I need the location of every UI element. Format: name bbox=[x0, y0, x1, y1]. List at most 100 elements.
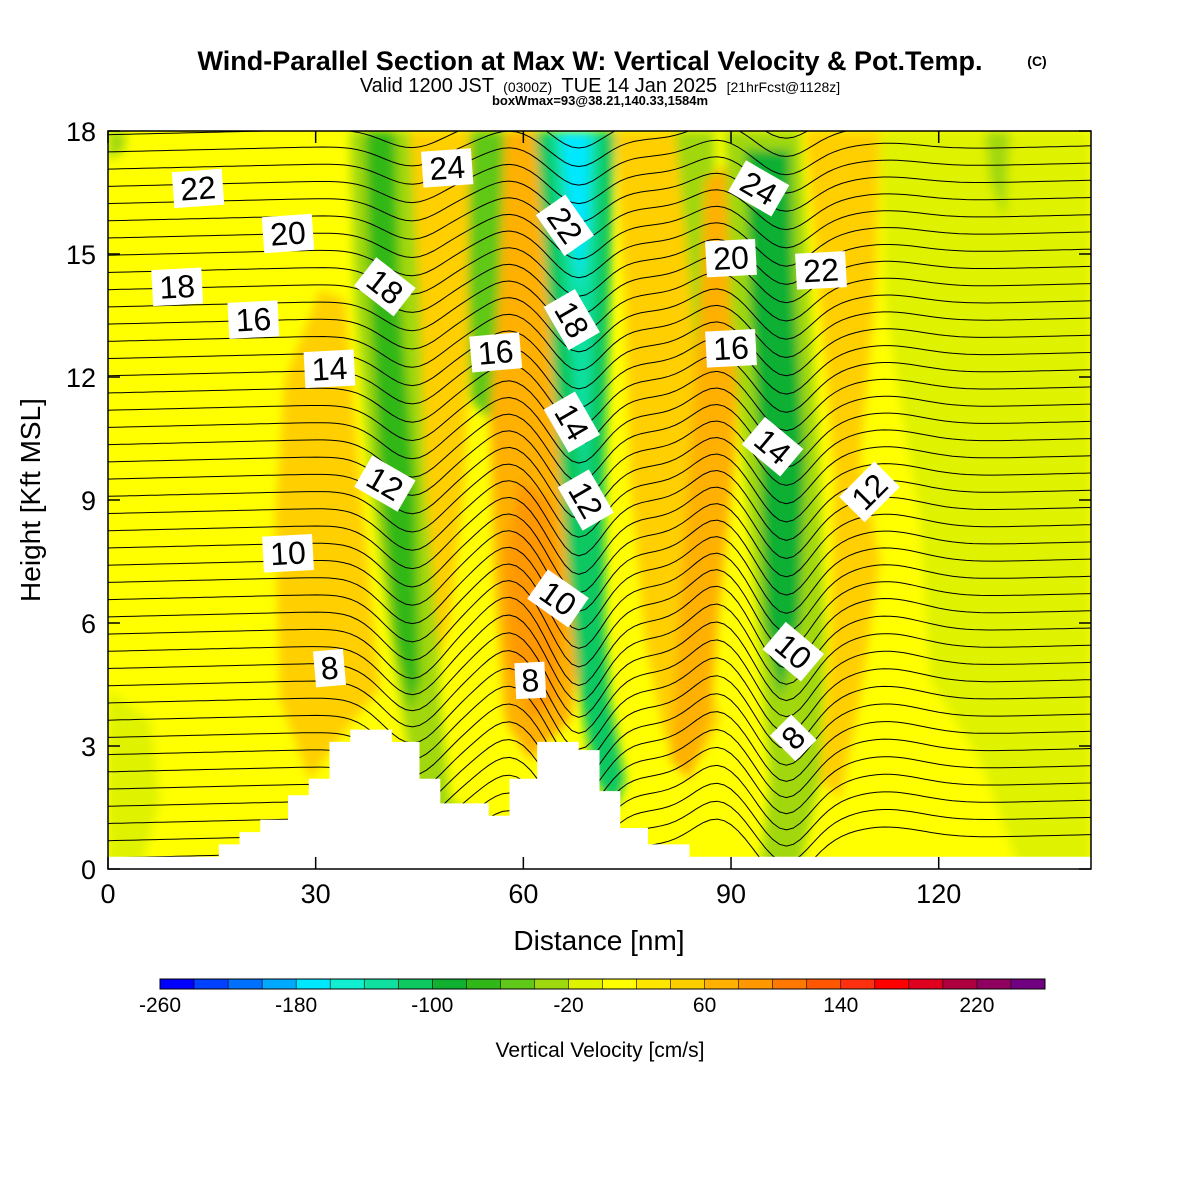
isotherm-label-text-4: 16 bbox=[235, 301, 272, 339]
isotherm-label-3: 18 bbox=[151, 267, 204, 307]
chart-title: Wind-Parallel Section at Max W: Vertical… bbox=[198, 46, 983, 76]
colorbar-swatch-5 bbox=[330, 979, 365, 989]
colorbar-tick-label-4: 60 bbox=[693, 994, 716, 1017]
isotherm-line-26 bbox=[108, 370, 1091, 446]
colorbar-tick-label-2: -100 bbox=[411, 994, 453, 1017]
isotherm-label-text-14: 22 bbox=[802, 251, 839, 289]
isotherm-line-40 bbox=[108, 139, 1091, 186]
isotherm-line-33 bbox=[108, 255, 1091, 316]
isotherm-label-text-2: 24 bbox=[428, 149, 466, 187]
colorbar-swatch-20 bbox=[840, 979, 876, 989]
colorbar-swatch-18 bbox=[772, 979, 808, 989]
x-axis: 0 30 60 90 120 bbox=[100, 131, 961, 909]
colorbar-tick-labels: -260 -180 -100 -20 60 140 220 bbox=[139, 994, 994, 1017]
terrain-mask bbox=[108, 729, 1091, 869]
colorbar bbox=[159, 978, 1046, 990]
isotherm-line-9 bbox=[108, 657, 1091, 750]
colorbar-swatch-7 bbox=[398, 979, 433, 989]
colorbar-swatch-6 bbox=[364, 979, 399, 989]
y-tick-label-2: 6 bbox=[81, 609, 96, 639]
isotherm-line-14 bbox=[108, 569, 1091, 668]
isotherm-line-34 bbox=[108, 238, 1091, 297]
isotherm-line-12 bbox=[108, 603, 1091, 703]
y-tick-label-1: 3 bbox=[81, 732, 96, 762]
isotherm-line-30 bbox=[108, 304, 1091, 371]
velocity-band-updraft-2 bbox=[410, 131, 470, 660]
isotherm-label-text-7: 16 bbox=[476, 333, 515, 372]
isotherm-label-text-1: 20 bbox=[269, 214, 307, 252]
isotherm-label-text-23: 8 bbox=[520, 662, 540, 699]
isotherm-line-23 bbox=[108, 420, 1091, 501]
velocity-band-upper-left-green bbox=[108, 131, 125, 160]
isotherm-label-text-13: 20 bbox=[712, 239, 749, 277]
isotherm-label-text-3: 18 bbox=[158, 268, 195, 306]
x-tick-label-0: 0 bbox=[100, 879, 115, 909]
colorbar-label: Vertical Velocity [cm/s] bbox=[496, 1039, 705, 1062]
isotherm-line-41 bbox=[108, 131, 1008, 168]
isotherm-label-6: 14 bbox=[303, 349, 356, 389]
isotherm-line-8 bbox=[108, 675, 1091, 766]
chart-subtitle: Valid 1200 JST (0300Z) TUE 14 Jan 2025 [… bbox=[360, 75, 840, 97]
isotherm-label-0: 22 bbox=[171, 168, 225, 209]
isotherm-label-4: 16 bbox=[227, 300, 280, 339]
colorbar-swatch-10 bbox=[500, 979, 535, 989]
colorbar-swatch-4 bbox=[296, 979, 331, 989]
velocity-band-upper-right-green bbox=[985, 131, 1010, 220]
isotherm-label-22: 8 bbox=[312, 648, 347, 688]
y-tick-label-4: 12 bbox=[66, 363, 96, 393]
colorbar-swatch-2 bbox=[228, 979, 263, 989]
colorbar-swatch-13 bbox=[602, 979, 638, 989]
velocity-band-updraft-4 bbox=[670, 160, 740, 780]
colorbar-swatch-15 bbox=[670, 979, 706, 989]
velocity-band-left-updraft bbox=[275, 290, 380, 780]
isotherm-label-7: 16 bbox=[469, 332, 523, 373]
y-axis-label: Height [Kft MSL] bbox=[15, 398, 46, 602]
colorbar-swatch-11 bbox=[534, 979, 569, 989]
isotherm-line-13 bbox=[108, 585, 1091, 687]
isotherm-line-39 bbox=[108, 156, 1091, 205]
isotherm-label-13: 20 bbox=[705, 238, 757, 278]
isotherm-label-text-15: 16 bbox=[712, 329, 749, 367]
isotherm-line-28 bbox=[108, 337, 1091, 409]
isotherm-lines bbox=[108, 131, 1091, 869]
isotherm-line-19 bbox=[108, 486, 1091, 575]
isotherm-line-20 bbox=[108, 469, 1091, 557]
y-tick-label-5: 15 bbox=[66, 240, 96, 270]
colorbar-swatch-12 bbox=[568, 979, 603, 989]
subtitle-utc: (0300Z) bbox=[503, 79, 552, 95]
colorbar-tick-label-1: -180 bbox=[275, 994, 317, 1017]
colorbar-swatch-3 bbox=[262, 979, 297, 989]
y-tick-label-6: 18 bbox=[66, 117, 96, 147]
isotherm-line-15 bbox=[108, 552, 1091, 649]
isotherm-line-38 bbox=[108, 172, 1091, 223]
colorbar-swatch-24 bbox=[976, 979, 1012, 989]
isotherm-line-21 bbox=[108, 453, 1091, 538]
x-tick-label-2: 60 bbox=[508, 879, 538, 909]
isotherm-label-text-0: 22 bbox=[179, 169, 217, 207]
colorbar-tick-label-0: -260 bbox=[139, 994, 181, 1017]
colorbar-swatch-19 bbox=[806, 979, 842, 989]
colorbar-tick-label-5: 140 bbox=[823, 994, 858, 1017]
subtitle-forecast: [21hrFcst@1128z] bbox=[727, 79, 841, 95]
isotherm-line-10 bbox=[108, 639, 1091, 734]
isotherm-line-25 bbox=[108, 387, 1091, 464]
colorbar-swatch-8 bbox=[432, 979, 467, 989]
isotherm-line-42 bbox=[108, 131, 809, 149]
x-tick-label-3: 90 bbox=[716, 879, 746, 909]
colorbar-swatch-25 bbox=[1010, 979, 1046, 989]
x-tick-label-1: 30 bbox=[301, 879, 331, 909]
colorbar-swatch-17 bbox=[738, 979, 774, 989]
velocity-band-right-updraft bbox=[805, 131, 880, 800]
colorbar-swatch-1 bbox=[194, 979, 229, 989]
isotherm-label-1: 20 bbox=[261, 213, 315, 254]
y-axis: 0 3 6 9 12 15 18 bbox=[66, 117, 1091, 885]
subtitle-date: TUE 14 Jan 2025 bbox=[561, 75, 717, 97]
colorbar-tick-label-3: -20 bbox=[553, 994, 583, 1017]
isotherm-label-15: 16 bbox=[705, 329, 757, 368]
velocity-band-downdraft-4-inner bbox=[745, 150, 805, 700]
isotherm-label-2: 24 bbox=[421, 148, 474, 188]
isotherm-label-text-19: 10 bbox=[269, 534, 306, 572]
